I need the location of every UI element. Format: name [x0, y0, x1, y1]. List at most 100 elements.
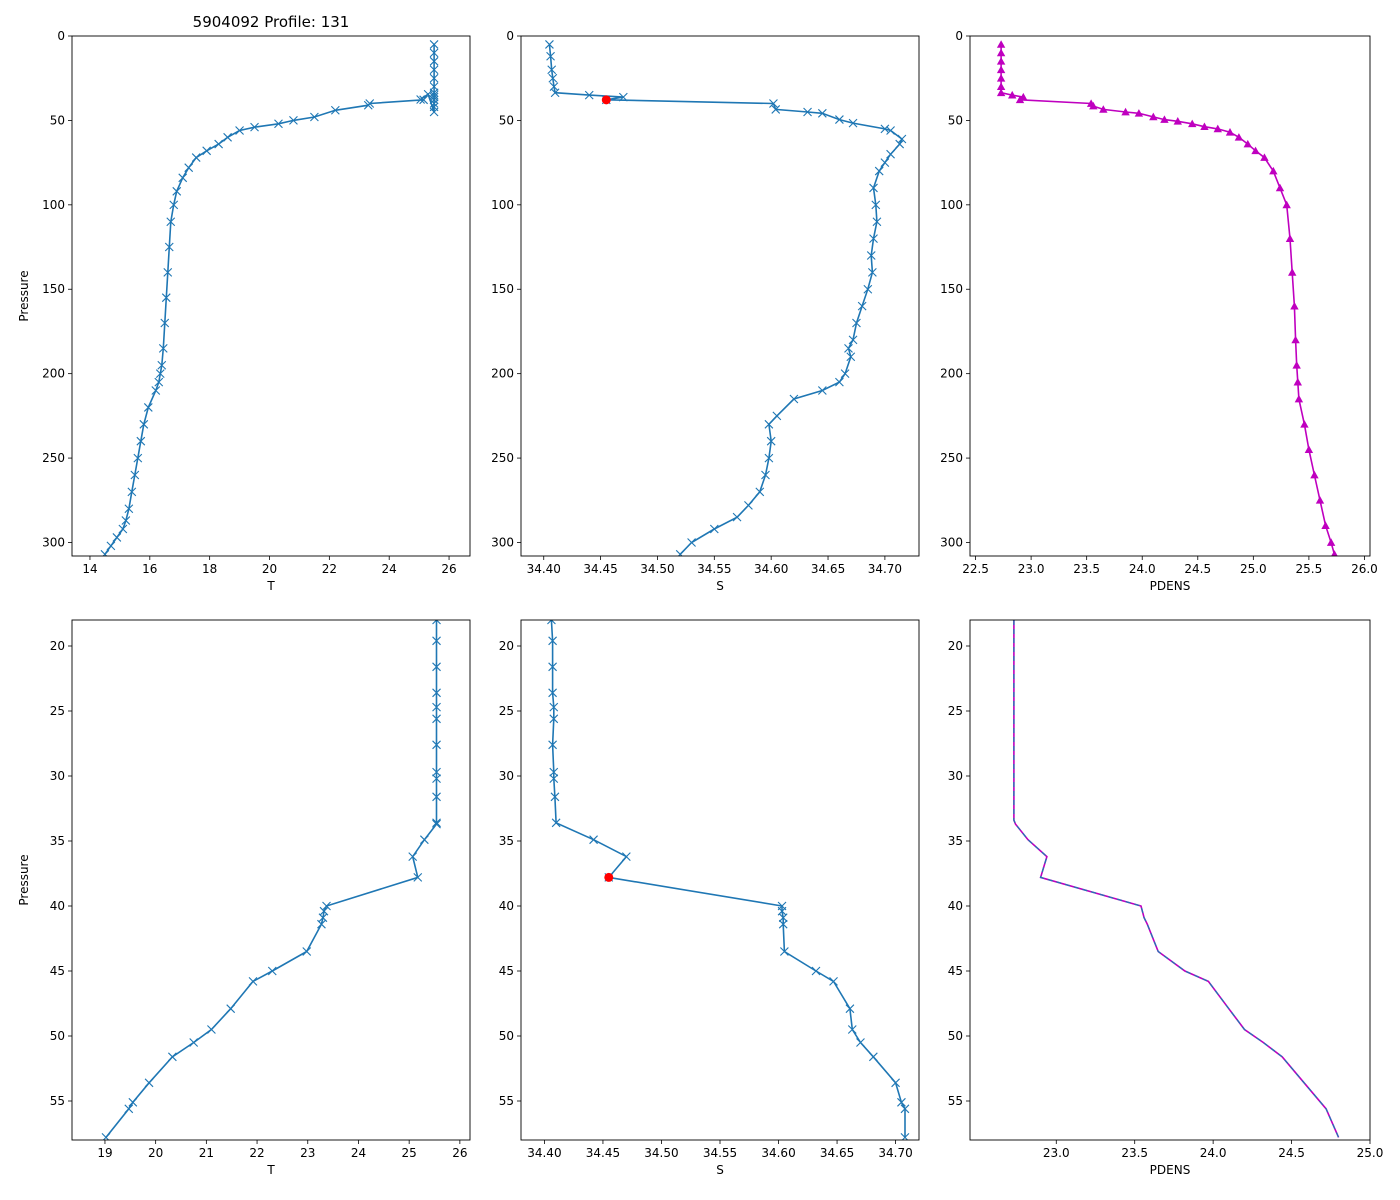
x-tick-label: 23.0 [1018, 562, 1045, 576]
data-point [1304, 445, 1314, 453]
y-tick-label: 150 [940, 282, 963, 296]
x-tick-label: 24.0 [1200, 1146, 1227, 1160]
y-tick-label: 100 [491, 198, 514, 212]
data-point [835, 377, 844, 387]
data-point [897, 1097, 906, 1107]
data-point [880, 124, 890, 134]
x-tick-label: 34.65 [811, 562, 845, 576]
data-point [900, 1104, 910, 1114]
data-point [766, 436, 776, 446]
data-point [139, 419, 149, 429]
y-tick-label: 300 [940, 535, 963, 549]
data-point [1269, 166, 1278, 175]
data-point [408, 852, 418, 861]
data-point [548, 73, 558, 83]
data-point [869, 234, 878, 243]
data-point [744, 500, 753, 510]
data-point [778, 919, 788, 929]
y-tick-label: 300 [42, 535, 65, 549]
data-point [151, 386, 161, 395]
subplot-bottom-right: 23.0 23.5 24.0 24.5 25.0 20 25 30 35 40 45 50 55 PDEN… [948, 619, 1383, 1177]
data-point [872, 217, 882, 227]
data-point [996, 88, 1006, 97]
data-point [1260, 153, 1269, 161]
data-point [302, 947, 312, 956]
y-tick-label: 45 [499, 964, 514, 978]
data-point [432, 702, 441, 712]
x-tick-label: 24 [351, 1146, 366, 1160]
data-point [900, 1133, 910, 1140]
data-point [771, 105, 781, 114]
y-tick-label: 150 [491, 282, 514, 296]
y-tick-label: 25 [499, 704, 514, 718]
data-point [106, 541, 116, 551]
subplot-top-right: 22.5 23.0 23.5 24.0 24.5 25.0 25.5 26.0 0 50 100 15… [940, 29, 1378, 593]
data-point [867, 267, 877, 277]
figure-title: 5904092 Profile: 131 [193, 13, 350, 31]
data-point [829, 977, 838, 986]
plot-area [101, 620, 441, 1140]
data-point [1225, 128, 1235, 136]
data-point [1134, 109, 1144, 117]
data-point [429, 99, 439, 108]
y-tick-label: 300 [491, 535, 514, 549]
data-point [550, 88, 560, 98]
data-point [112, 533, 122, 542]
data-point [432, 688, 441, 698]
x-axis-label: T [266, 579, 275, 593]
subplot-top-left: 14 16 18 20 22 24 26 0 50 100 150 200 250 300 T Pressur… [17, 29, 471, 593]
x-axis-label: PDENS [1150, 1163, 1191, 1177]
plot-area [100, 40, 439, 556]
data-point [996, 82, 1006, 91]
y-tick-label: 35 [948, 834, 963, 848]
x-tick-label: 19 [97, 1146, 112, 1160]
data-point [157, 360, 167, 370]
data-point [1288, 268, 1297, 276]
data-point [144, 1078, 154, 1088]
data-point [429, 65, 439, 75]
data-point [1008, 90, 1017, 99]
data-point [550, 792, 560, 802]
y-tick-label: 100 [940, 198, 963, 212]
data-point [549, 702, 559, 712]
data-point [133, 453, 143, 463]
x-tick-label: 34.70 [868, 562, 902, 576]
data-point [835, 115, 844, 124]
data-point [687, 538, 696, 547]
series-line [1013, 620, 1340, 1138]
y-axis-label: Pressure [17, 270, 31, 321]
data-point [1234, 133, 1244, 141]
subplot-top-middle: 34.40 34.45 34.50 34.55 34.60 34.65 34.70 0 50 10… [491, 29, 920, 593]
highlight-point [604, 872, 614, 882]
data-point [163, 267, 173, 277]
data-point [549, 767, 559, 777]
data-point [429, 73, 439, 83]
data-point [322, 901, 331, 911]
data-point [897, 134, 907, 144]
data-point [857, 301, 867, 311]
data-point [1173, 117, 1182, 125]
data-point [546, 51, 555, 61]
data-point [549, 774, 559, 783]
data-point [267, 966, 277, 976]
x-tick-label: 34.60 [761, 1146, 795, 1160]
data-point [866, 251, 876, 260]
data-point [852, 318, 861, 328]
data-point [548, 688, 557, 698]
y-tick-label: 30 [50, 769, 65, 783]
data-point [895, 139, 905, 149]
data-point [121, 516, 131, 525]
data-point [207, 1025, 216, 1034]
x-tick-label: 23 [300, 1146, 315, 1160]
data-point [709, 524, 719, 534]
data-point [432, 792, 441, 802]
x-tick-label: 23.5 [1073, 562, 1100, 576]
data-point [803, 107, 812, 117]
data-point [811, 966, 821, 976]
y-tick-label: 0 [506, 29, 514, 43]
x-tick-label: 34.45 [583, 562, 617, 576]
y-tick-label: 20 [50, 639, 65, 653]
data-point [848, 118, 858, 128]
data-point [1321, 521, 1330, 529]
x-tick-label: 24.0 [1129, 562, 1156, 576]
